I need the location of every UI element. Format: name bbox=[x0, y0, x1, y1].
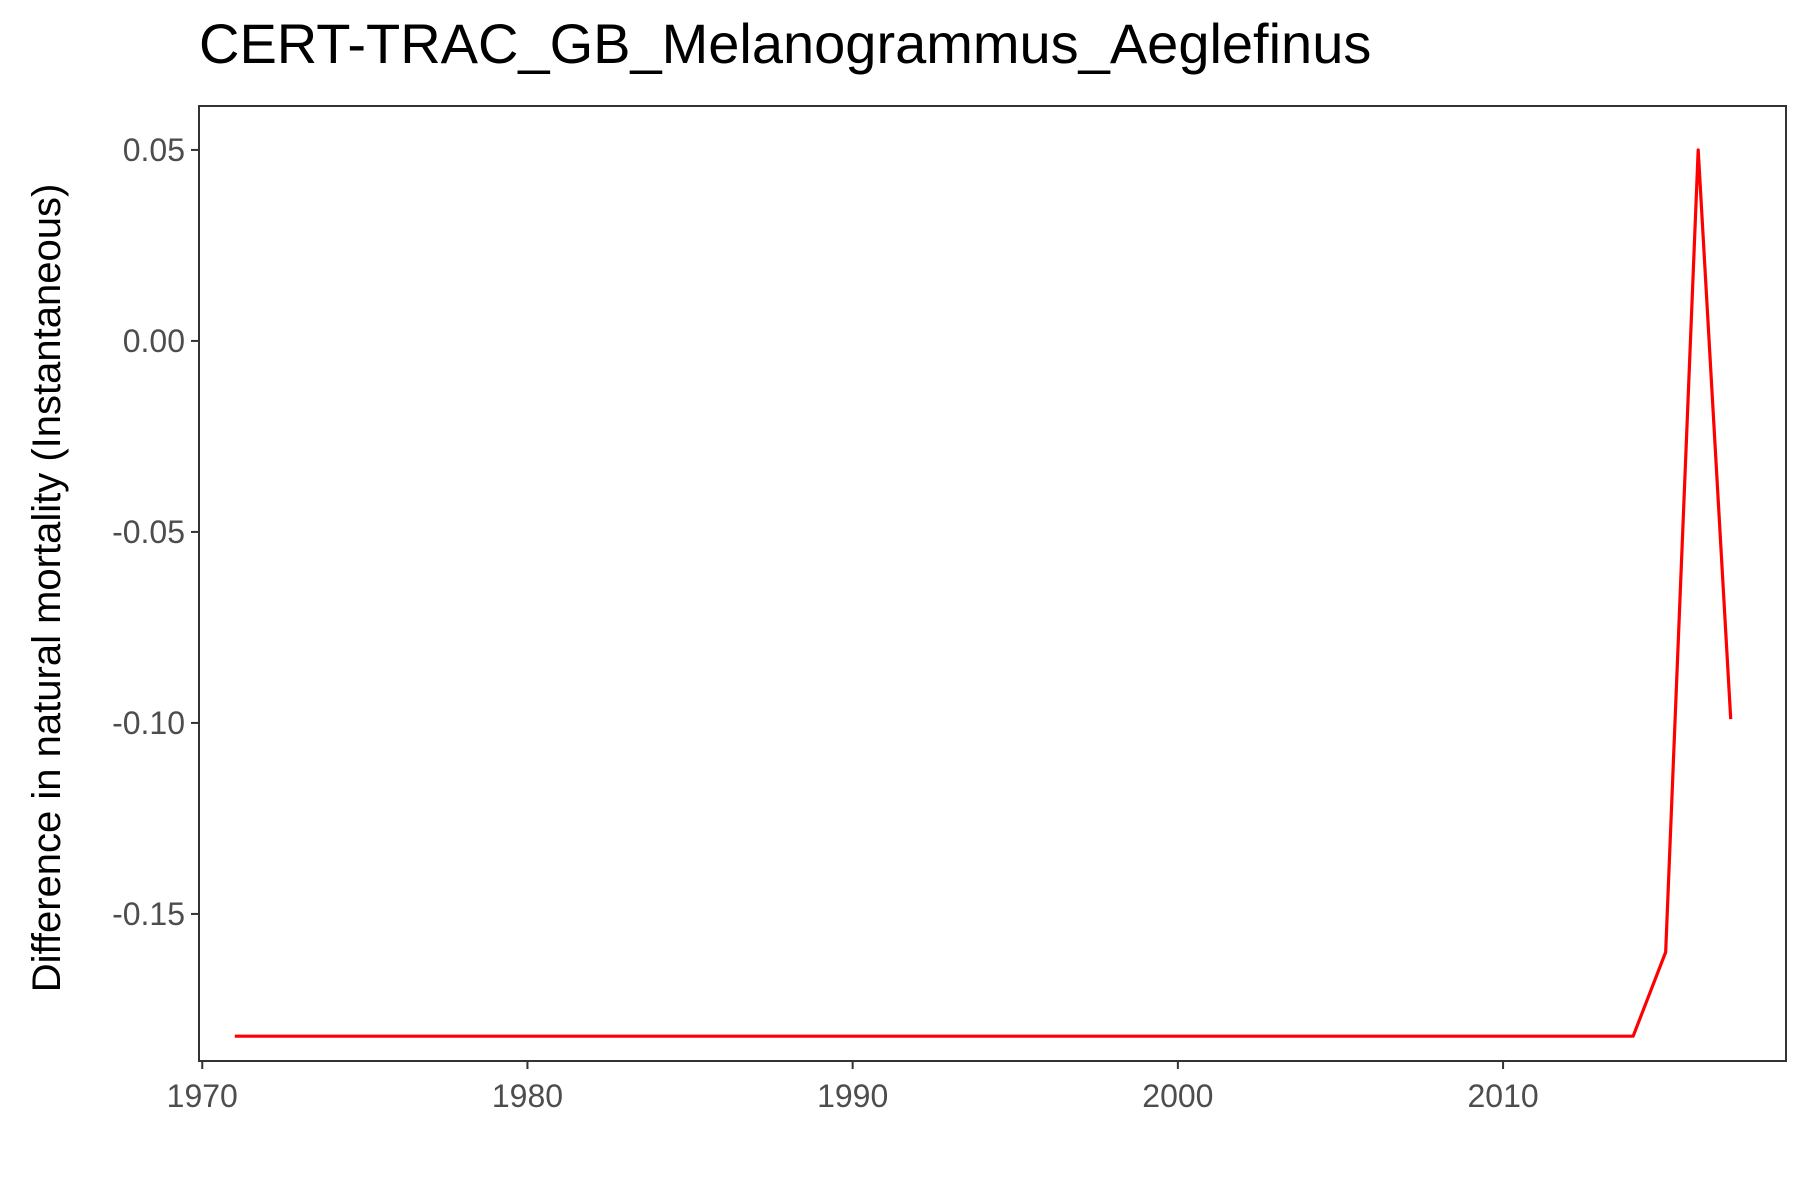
y-tick-label: 0.05 bbox=[123, 132, 185, 168]
chart-title: CERT-TRAC_GB_Melanogrammus_Aeglefinus bbox=[199, 12, 1371, 75]
x-tick-label: 1990 bbox=[817, 1078, 888, 1114]
y-tick-label: 0.00 bbox=[123, 323, 185, 359]
x-tick-label: 2010 bbox=[1467, 1078, 1538, 1114]
x-tick-label: 1970 bbox=[167, 1078, 238, 1114]
plot-panel-border bbox=[199, 106, 1786, 1061]
x-tick-label: 2000 bbox=[1142, 1078, 1213, 1114]
x-tick-label: 1980 bbox=[492, 1078, 563, 1114]
y-tick-label: -0.10 bbox=[112, 705, 185, 741]
y-tick-label: -0.05 bbox=[112, 514, 185, 550]
series-line bbox=[235, 150, 1731, 1036]
y-axis-label: Difference in natural mortality (Instant… bbox=[25, 184, 69, 993]
y-tick-label: -0.15 bbox=[112, 896, 185, 932]
